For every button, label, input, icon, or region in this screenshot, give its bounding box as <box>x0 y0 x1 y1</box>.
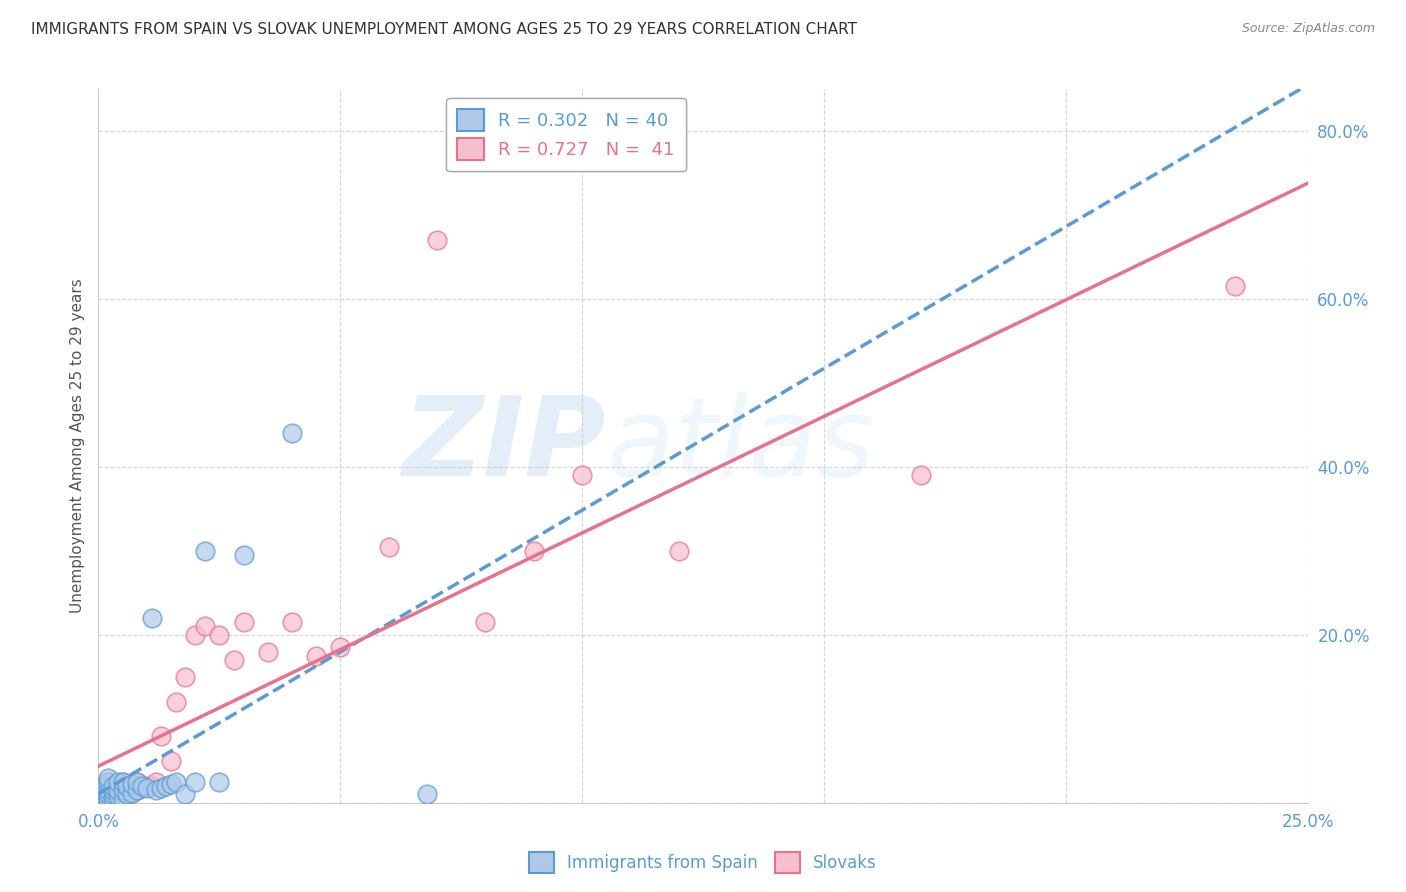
Point <box>141 611 163 625</box>
Point <box>160 754 183 768</box>
Point <box>111 788 134 802</box>
Point <box>117 788 139 802</box>
Legend: R = 0.302   N = 40, R = 0.727   N =  41: R = 0.302 N = 40, R = 0.727 N = 41 <box>446 98 686 171</box>
Point <box>111 791 134 805</box>
Text: Source: ZipAtlas.com: Source: ZipAtlas.com <box>1241 22 1375 36</box>
Point <box>256 645 278 659</box>
Point <box>127 774 149 789</box>
Point <box>97 771 120 785</box>
Point <box>91 783 114 797</box>
Point <box>194 544 217 558</box>
Point <box>208 774 231 789</box>
Point <box>474 615 496 630</box>
Point <box>97 783 120 797</box>
Point <box>127 774 149 789</box>
Point <box>107 783 129 797</box>
Point <box>145 774 167 789</box>
Point <box>91 791 114 805</box>
Point <box>165 774 187 789</box>
Point <box>145 783 167 797</box>
Point <box>111 774 134 789</box>
Point <box>97 788 120 802</box>
Point <box>91 779 114 793</box>
Point <box>121 786 143 800</box>
Point <box>232 615 254 630</box>
Point <box>107 779 129 793</box>
Point <box>165 695 187 709</box>
Point <box>571 468 593 483</box>
Point <box>91 788 114 802</box>
Point <box>281 615 304 630</box>
Text: IMMIGRANTS FROM SPAIN VS SLOVAK UNEMPLOYMENT AMONG AGES 25 TO 29 YEARS CORRELATI: IMMIGRANTS FROM SPAIN VS SLOVAK UNEMPLOY… <box>31 22 856 37</box>
Point <box>121 777 143 791</box>
Point <box>127 783 149 797</box>
Point <box>184 774 207 789</box>
Point <box>135 779 157 793</box>
Point <box>377 540 399 554</box>
Point <box>160 777 183 791</box>
Point <box>91 791 114 805</box>
Point <box>91 779 114 793</box>
Point <box>305 648 328 663</box>
Point <box>150 780 173 795</box>
Y-axis label: Unemployment Among Ages 25 to 29 years: Unemployment Among Ages 25 to 29 years <box>69 278 84 614</box>
Point <box>97 774 120 789</box>
Point <box>281 426 304 441</box>
Legend: Immigrants from Spain, Slovaks: Immigrants from Spain, Slovaks <box>523 846 883 880</box>
Point <box>111 783 134 797</box>
Point <box>155 779 177 793</box>
Point <box>184 628 207 642</box>
Point <box>141 779 163 793</box>
Point <box>208 628 231 642</box>
Point <box>117 779 139 793</box>
Point <box>107 774 129 789</box>
Point <box>97 788 120 802</box>
Point <box>135 780 157 795</box>
Point <box>121 779 143 793</box>
Point <box>101 788 124 802</box>
Point <box>1223 279 1246 293</box>
Point <box>101 791 124 805</box>
Point <box>97 774 120 789</box>
Text: atlas: atlas <box>606 392 875 500</box>
Point <box>131 779 153 793</box>
Point <box>101 783 124 797</box>
Point <box>121 786 143 800</box>
Point <box>329 640 352 655</box>
Point <box>174 788 197 802</box>
Point <box>107 789 129 803</box>
Point <box>111 774 134 789</box>
Point <box>194 619 217 633</box>
Point <box>668 544 690 558</box>
Point <box>426 233 449 247</box>
Text: ZIP: ZIP <box>402 392 606 500</box>
Point <box>107 788 129 802</box>
Point <box>101 789 124 803</box>
Point <box>97 791 120 805</box>
Point <box>131 780 153 795</box>
Point <box>127 783 149 797</box>
Point <box>117 779 139 793</box>
Point <box>416 788 439 802</box>
Point <box>117 788 139 802</box>
Point <box>101 779 124 793</box>
Point <box>232 548 254 562</box>
Point <box>174 670 197 684</box>
Point <box>222 653 245 667</box>
Point <box>910 468 932 483</box>
Point <box>523 544 546 558</box>
Point <box>150 729 173 743</box>
Point <box>101 783 124 797</box>
